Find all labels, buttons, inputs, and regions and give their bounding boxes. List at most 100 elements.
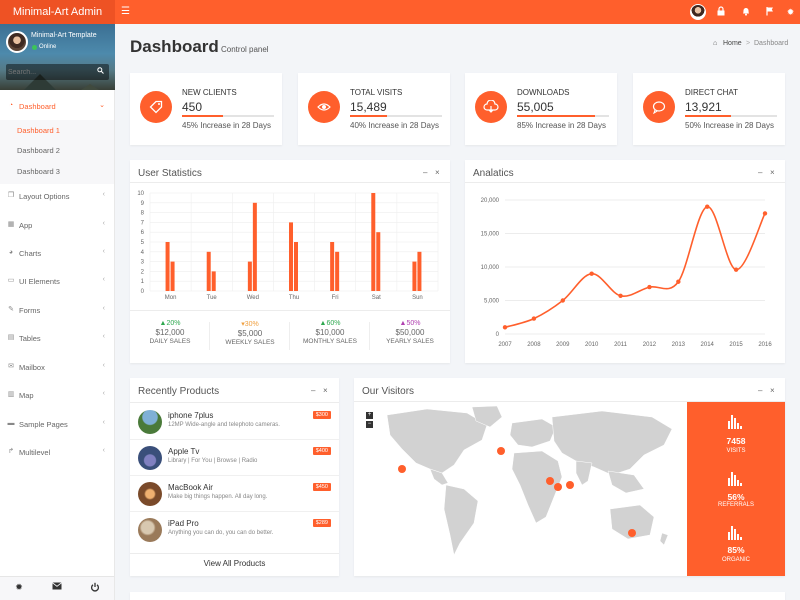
bar [289,222,293,291]
stat-description: 40% Increase in 28 Days [350,121,439,130]
chevron-down-icon: ⌄ [99,102,105,109]
y-tick-label: 5,000 [484,299,500,305]
arrow-down-icon: ▾ [241,321,245,328]
close-icon[interactable]: × [770,386,775,395]
sidebar-item-label: Map [19,391,34,400]
close-icon[interactable]: × [770,168,775,177]
y-tick-label: 9 [141,201,145,207]
map-north-america [386,408,488,474]
menu-toggle-icon[interactable]: ☰ [121,6,130,17]
map-zoom-out-button[interactable]: − [366,421,373,428]
product-item[interactable]: MacBook Air Make big things happen. All … [130,477,339,512]
top-header [0,0,800,24]
stat-label: DOWNLOADS [517,88,570,97]
sidebar-item-label: Charts [19,249,42,258]
stat-card-direct-chat: DIRECT CHAT 13,921 50% Increase in 28 Da… [633,73,785,145]
sidebar-item-charts[interactable]: ◕ Charts ‹ [0,239,114,267]
minimize-icon[interactable]: – [758,386,763,395]
yearly-sales-stat: ▲50% $50,000 YEARLY SALES [371,320,449,345]
map-europe [509,418,557,448]
profile-status: Online [39,44,57,50]
cloud-download-icon [475,91,507,123]
x-tick-label: Wed [247,295,259,301]
lock-icon[interactable] [714,6,727,18]
stat-label: DAILY SALES [149,338,191,345]
gear-icon[interactable]: ✹ [15,582,23,592]
gear-icon[interactable]: ✹ [786,7,795,17]
stat-label: DIRECT CHAT [685,88,739,97]
envelope-icon: ✉ [8,363,14,370]
stat-label: YEARLY SALES [386,338,434,345]
product-description: 12MP Wide-angle and telephoto cameras. [168,422,280,428]
bar [330,242,335,291]
minimize-icon[interactable]: – [758,168,763,177]
close-icon[interactable]: × [323,386,328,395]
submenu-item-dashboard-2[interactable]: Dashboard 2 [17,146,60,155]
panel-title: Recently Products [138,386,220,397]
world-map[interactable] [372,405,682,565]
x-tick-label: Mon [165,295,177,301]
submenu-item-dashboard-1[interactable]: Dashboard 1 [17,126,60,135]
sidebar-item-multilevel[interactable]: ↱ Multilevel ‹ [0,438,114,466]
bar [371,193,376,291]
user-avatar[interactable] [690,4,706,20]
envelope-icon[interactable] [52,582,62,592]
power-icon[interactable] [90,582,100,592]
chevron-left-icon: ‹ [102,333,105,340]
bar [335,251,340,291]
data-point [560,298,565,303]
view-all-products-link[interactable]: View All Products [203,559,266,568]
sidebar-item-map[interactable]: ▥ Map ‹ [0,381,114,409]
stat-progress-bar [182,115,274,117]
search-input[interactable] [8,66,88,78]
bell-icon[interactable] [739,6,752,18]
panel-divider [354,401,785,402]
product-item[interactable]: Apple Tv Library | For You | Browse | Ra… [130,441,339,476]
map-marker-india[interactable] [566,481,574,489]
stat-card-new-clients: NEW CLIENTS 450 45% Increase in 28 Days [130,73,282,145]
breadcrumb-home[interactable]: Home [723,40,742,47]
product-item[interactable]: iPad Pro Anything you can do, you can do… [130,513,339,548]
dashboard-icon: ◔ [8,102,14,109]
y-tick-label: 1 [141,279,145,285]
sidebar-item-sample-pages[interactable]: ▬ Sample Pages ‹ [0,410,114,438]
close-icon[interactable]: × [435,168,440,177]
product-thumbnail [138,446,162,470]
sidebar-item-forms[interactable]: ✎ Forms ‹ [0,296,114,324]
map-marker-gulf[interactable] [554,483,562,491]
x-tick-label: 2009 [556,342,570,348]
organic-value: 85% [727,545,745,555]
sidebar-item-dashboard[interactable]: ◔ Dashboard ⌄ [0,92,114,120]
search-icon[interactable] [95,67,105,77]
map-marker-australia[interactable] [628,529,636,537]
minimize-icon[interactable]: – [423,168,428,177]
minimize-icon[interactable]: – [311,386,316,395]
sidebar-item-layout-options[interactable]: ❐ Layout Options ‹ [0,182,114,210]
map-zoom-in-button[interactable]: + [366,412,373,419]
folder-icon: ▬ [7,420,15,427]
profile-avatar[interactable] [6,31,28,53]
map-africa [511,450,563,524]
product-item[interactable]: iphone 7plus 12MP Wide-angle and telepho… [130,405,339,440]
bar [211,271,216,291]
y-tick-label: 6 [141,230,145,236]
stat-progress-bar [685,115,777,117]
arrow-up-icon: ▲ [159,320,167,327]
flag-icon[interactable] [763,6,776,18]
bar-chart-icon [728,415,744,429]
map-marker-usa[interactable] [398,465,406,473]
sidebar-item-app[interactable]: ▦ App ‹ [0,211,114,239]
x-tick-label: 2007 [498,342,512,348]
stat-card-downloads: DOWNLOADS 55,005 85% Increase in 28 Days [465,73,617,145]
sidebar-item-tables[interactable]: ▤ Tables ‹ [0,324,114,352]
bar [165,242,170,291]
map-india [575,460,593,486]
sidebar-item-mailbox[interactable]: ✉ Mailbox ‹ [0,353,114,381]
map-marker-middle-east[interactable] [546,477,554,485]
brand-logo[interactable]: Minimal-Art Admin [0,0,115,24]
stat-progress-fill [182,115,224,117]
submenu-item-dashboard-3[interactable]: Dashboard 3 [17,167,60,176]
map-marker-europe[interactable] [497,447,505,455]
sidebar-item-ui-elements[interactable]: ▭ UI Elements ‹ [0,267,114,295]
copy-icon: ❐ [7,192,15,199]
